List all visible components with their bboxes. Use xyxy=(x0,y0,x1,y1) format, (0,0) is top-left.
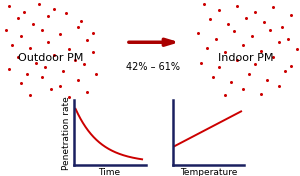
Text: Outdoor PM: Outdoor PM xyxy=(18,53,84,63)
Text: Indoor PM: Indoor PM xyxy=(218,53,274,63)
Text: 42% – 61%: 42% – 61% xyxy=(126,62,180,72)
X-axis label: Temperature: Temperature xyxy=(180,168,237,176)
Y-axis label: Penetration rate: Penetration rate xyxy=(62,96,71,170)
X-axis label: Time: Time xyxy=(98,168,121,176)
